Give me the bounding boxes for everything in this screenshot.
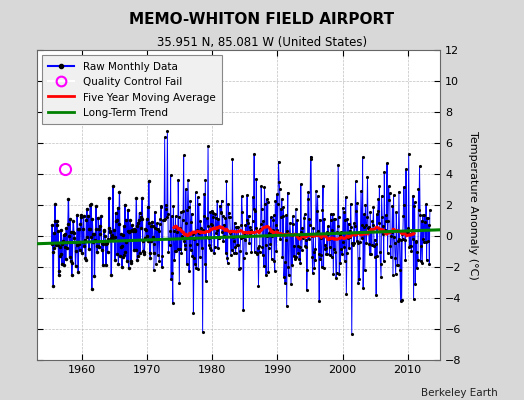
Text: Berkeley Earth: Berkeley Earth	[421, 388, 498, 398]
Y-axis label: Temperature Anomaly (°C): Temperature Anomaly (°C)	[468, 131, 478, 279]
Text: MEMO-WHITON FIELD AIRPORT: MEMO-WHITON FIELD AIRPORT	[129, 12, 395, 27]
Text: 35.951 N, 85.081 W (United States): 35.951 N, 85.081 W (United States)	[157, 36, 367, 49]
Legend: Raw Monthly Data, Quality Control Fail, Five Year Moving Average, Long-Term Tren: Raw Monthly Data, Quality Control Fail, …	[42, 55, 222, 124]
